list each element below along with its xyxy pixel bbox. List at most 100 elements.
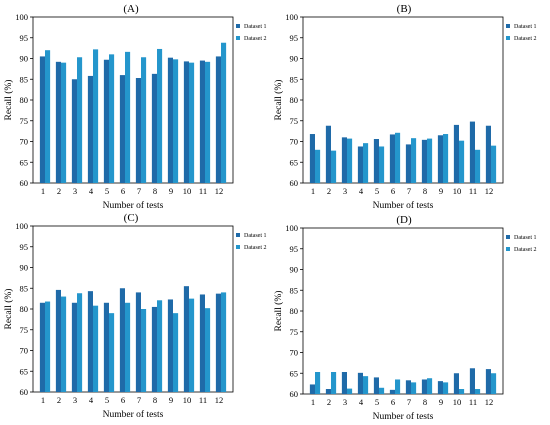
bar-dataset-2 [427,378,433,394]
x-tick-label: 11 [199,395,207,405]
bar-dataset-1 [469,121,475,183]
x-tick-label: 12 [215,395,224,405]
legend-swatch-dataset-1 [506,24,510,28]
bar-dataset-1 [421,379,427,394]
y-tick-label: 75 [20,116,29,126]
bar-dataset-2 [109,313,115,392]
y-tick-label: 65 [290,157,299,167]
x-tick-label: 7 [137,395,141,405]
bar-dataset-2 [443,134,449,183]
y-tick-label: 85 [290,74,299,84]
legend-label-dataset-2: Dataset 2 [514,36,537,42]
bar-dataset-1 [167,57,173,183]
bar-dataset-2 [363,143,369,183]
x-tick-label: 10 [453,397,462,407]
bar-dataset-1 [167,299,173,392]
y-tick-label: 75 [290,116,299,126]
y-tick-label: 80 [290,95,299,105]
bar-dataset-1 [215,293,221,392]
bar-dataset-1 [357,372,363,394]
x-tick-label: 9 [169,186,173,196]
x-axis-label: Number of tests [103,409,164,420]
bar-dataset-1 [215,56,221,183]
bar-dataset-2 [379,146,385,183]
panel-title: (B) [397,3,412,15]
legend-swatch-dataset-2 [506,247,510,251]
y-tick-label: 80 [20,95,29,105]
bar-dataset-1 [405,144,411,183]
x-tick-label: 3 [73,395,77,405]
legend-label-dataset-2: Dataset 2 [514,247,537,253]
bar-dataset-1 [135,292,141,392]
bar-dataset-2 [379,387,385,394]
x-tick-label: 11 [469,397,477,407]
bar-dataset-2 [205,308,211,392]
y-axis-label: Recall (%) [3,80,14,121]
bar-dataset-1 [453,373,459,394]
x-tick-label: 3 [73,186,77,196]
bar-dataset-2 [45,301,51,392]
x-tick-label: 6 [391,397,395,407]
y-tick-label: 80 [290,306,299,316]
bar-dataset-2 [61,62,67,183]
x-tick-label: 10 [183,395,192,405]
y-tick-label: 65 [20,157,29,167]
legend-label-dataset-1: Dataset 1 [514,235,537,241]
bar-dataset-1 [437,135,443,183]
bar-dataset-1 [437,381,443,394]
bar-dataset-2 [491,373,497,394]
bar-dataset-1 [199,294,205,392]
bar-dataset-1 [119,288,125,392]
bar-dataset-1 [151,306,157,392]
x-tick-label: 9 [439,186,443,196]
bar-dataset-1 [39,302,45,392]
x-tick-label: 7 [407,186,411,196]
x-tick-label: 3 [343,186,347,196]
x-axis-label: Number of tests [103,200,164,211]
x-tick-label: 10 [453,186,462,196]
y-tick-label: 70 [290,137,299,147]
bar-dataset-1 [341,137,347,183]
legend-label-dataset-1: Dataset 1 [244,233,267,239]
x-tick-label: 8 [153,395,157,405]
bar-dataset-2 [475,389,481,394]
bar-dataset-1 [87,75,93,183]
y-tick-label: 90 [290,54,299,64]
x-tick-label: 4 [359,397,364,407]
x-tick-label: 1 [311,397,315,407]
legend-swatch-dataset-1 [236,233,240,237]
y-tick-label: 65 [290,368,299,378]
y-tick-label: 60 [290,389,299,399]
bar-dataset-2 [157,300,163,392]
bar-dataset-1 [373,377,379,394]
x-axis-label: Number of tests [373,411,434,422]
y-tick-label: 85 [20,74,29,84]
bar-dataset-1 [55,61,61,183]
bar-dataset-2 [109,54,115,183]
bar-dataset-1 [71,79,77,183]
y-tick-label: 100 [15,12,28,22]
bar-dataset-2 [347,138,353,183]
x-tick-label: 6 [121,186,125,196]
x-tick-label: 6 [391,186,395,196]
bar-dataset-2 [315,372,321,394]
legend-swatch-dataset-1 [506,235,510,239]
y-tick-label: 100 [285,223,298,233]
y-tick-label: 70 [290,348,299,358]
legend-swatch-dataset-2 [236,245,240,249]
x-tick-label: 4 [89,395,94,405]
bar-dataset-2 [93,305,99,392]
panel-title: (C) [124,212,139,224]
y-axis-label: Recall (%) [3,289,14,330]
bar-dataset-2 [459,389,465,394]
bar-dataset-2 [45,50,51,184]
y-tick-label: 75 [20,325,29,335]
x-tick-label: 2 [327,186,331,196]
bar-dataset-1 [135,78,141,183]
y-tick-label: 100 [15,221,28,231]
bar-dataset-2 [363,376,369,394]
x-tick-label: 8 [423,186,427,196]
bar-dataset-1 [199,60,205,184]
